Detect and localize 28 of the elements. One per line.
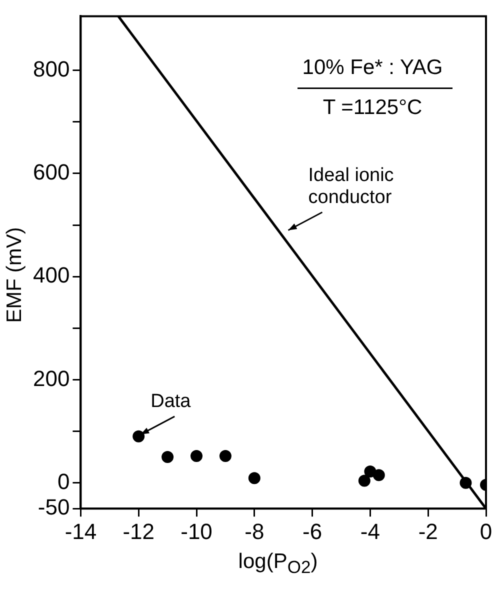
point (162, 451, 174, 464)
x-tick-label: -2 (418, 518, 438, 544)
point (190, 450, 203, 462)
x-tick-label: -14 (64, 518, 97, 544)
y-tick-label: 0 (57, 468, 70, 494)
y-tick-label: 400 (32, 262, 70, 288)
point (358, 474, 370, 487)
annotation: Ideal ionic conductor (308, 164, 394, 208)
annotation: T =1125°C (322, 96, 422, 119)
y-axis-title: EMF (mV) (3, 226, 27, 322)
x-tick-label: -12 (122, 518, 155, 544)
point (219, 450, 232, 462)
x-tick-label: 0 (480, 518, 492, 544)
point (372, 469, 385, 482)
y-tick-label: -50 (38, 494, 70, 520)
point (364, 465, 376, 478)
y-tick-label: 800 (32, 56, 70, 82)
point (132, 430, 145, 442)
y-tick-label: 200 (32, 366, 70, 391)
x-axis-title: log(P$_{O2}$) (237, 550, 319, 578)
point (248, 472, 260, 484)
x-tick-label: -10 (180, 518, 212, 544)
x-tick-label: -4 (360, 518, 380, 544)
x-tick-label: -6 (302, 518, 322, 544)
annotation: Data (150, 391, 192, 412)
y-tick-label: 600 (32, 160, 70, 185)
x-tick-label: -8 (244, 518, 264, 544)
annotation: 10% Fe* : YAG (302, 56, 443, 79)
